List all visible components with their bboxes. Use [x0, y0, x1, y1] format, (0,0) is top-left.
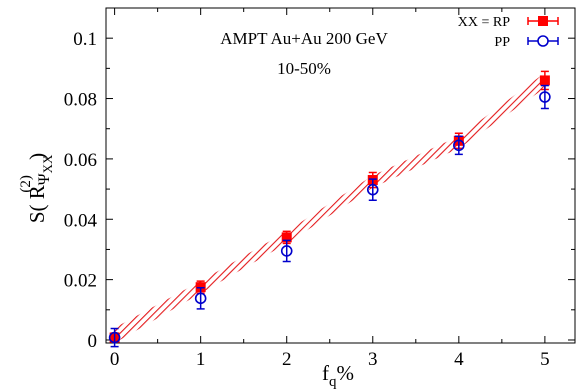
data-point-circle: [453, 139, 465, 152]
x-tick-label: 0: [110, 349, 120, 370]
y-tick-label: 0.06: [64, 150, 97, 171]
legend-label-rp: XX = RP: [458, 15, 510, 30]
uncertainty-band-layer: [114, 72, 545, 343]
legend-marker-rp: [538, 16, 548, 26]
x-tick-label: 2: [282, 349, 292, 370]
data-series-layer: [108, 70, 551, 348]
x-axis-title-main: f: [322, 361, 329, 385]
x-axis-title-tail: %: [337, 361, 355, 385]
y-tick-label: 0.1: [73, 29, 97, 50]
legend: XX = RP PP: [458, 15, 559, 50]
y-tick-label: 0: [88, 331, 98, 352]
data-point-circle: [539, 91, 551, 103]
x-tick-label: 1: [196, 349, 206, 370]
uncertainty-band: [114, 72, 545, 343]
data-point-square: [539, 75, 550, 86]
axis-ticks: 0 1 2 3 4 5 0 0.02 0.04 0.06 0.08 0.1: [64, 8, 575, 370]
data-point-circle: [366, 183, 379, 196]
x-tick-label: 5: [540, 349, 550, 370]
y-axis-title-pre: S( R: [25, 185, 49, 223]
legend-marker-pp: [537, 35, 549, 47]
y-tick-label: 0.08: [64, 90, 97, 111]
data-point-circle: [280, 245, 293, 257]
y-tick-label: 0.04: [64, 210, 98, 231]
plot-border: [105, 7, 576, 344]
x-tick-label: 4: [454, 349, 464, 370]
annotation-collision-system: AMPT Au+Au 200 GeV: [220, 29, 388, 48]
data-point-square: [281, 232, 292, 243]
data-point-circle: [108, 331, 121, 344]
x-axis-title-subscript: q: [329, 374, 337, 390]
legend-label-pp: PP: [494, 35, 510, 50]
x-axis-title: fq%: [322, 361, 354, 390]
annotation-centrality: 10-50%: [277, 59, 331, 78]
x-tick-label: 3: [368, 349, 378, 370]
y-axis-title-post: ): [25, 153, 49, 165]
y-axis-title-superscript: (2): [18, 175, 34, 193]
plot-frame: [105, 7, 576, 344]
y-axis-title-psi-subscript: XX: [40, 154, 55, 173]
y-tick-label: 0.02: [64, 271, 97, 292]
series-pp: [108, 84, 551, 348]
y-axis-title: S( RΨXX (2) ): [18, 153, 55, 223]
data-point-circle: [194, 292, 207, 305]
y-axis-title-psi: Ψ: [36, 173, 53, 185]
legend-markers: [527, 16, 559, 47]
